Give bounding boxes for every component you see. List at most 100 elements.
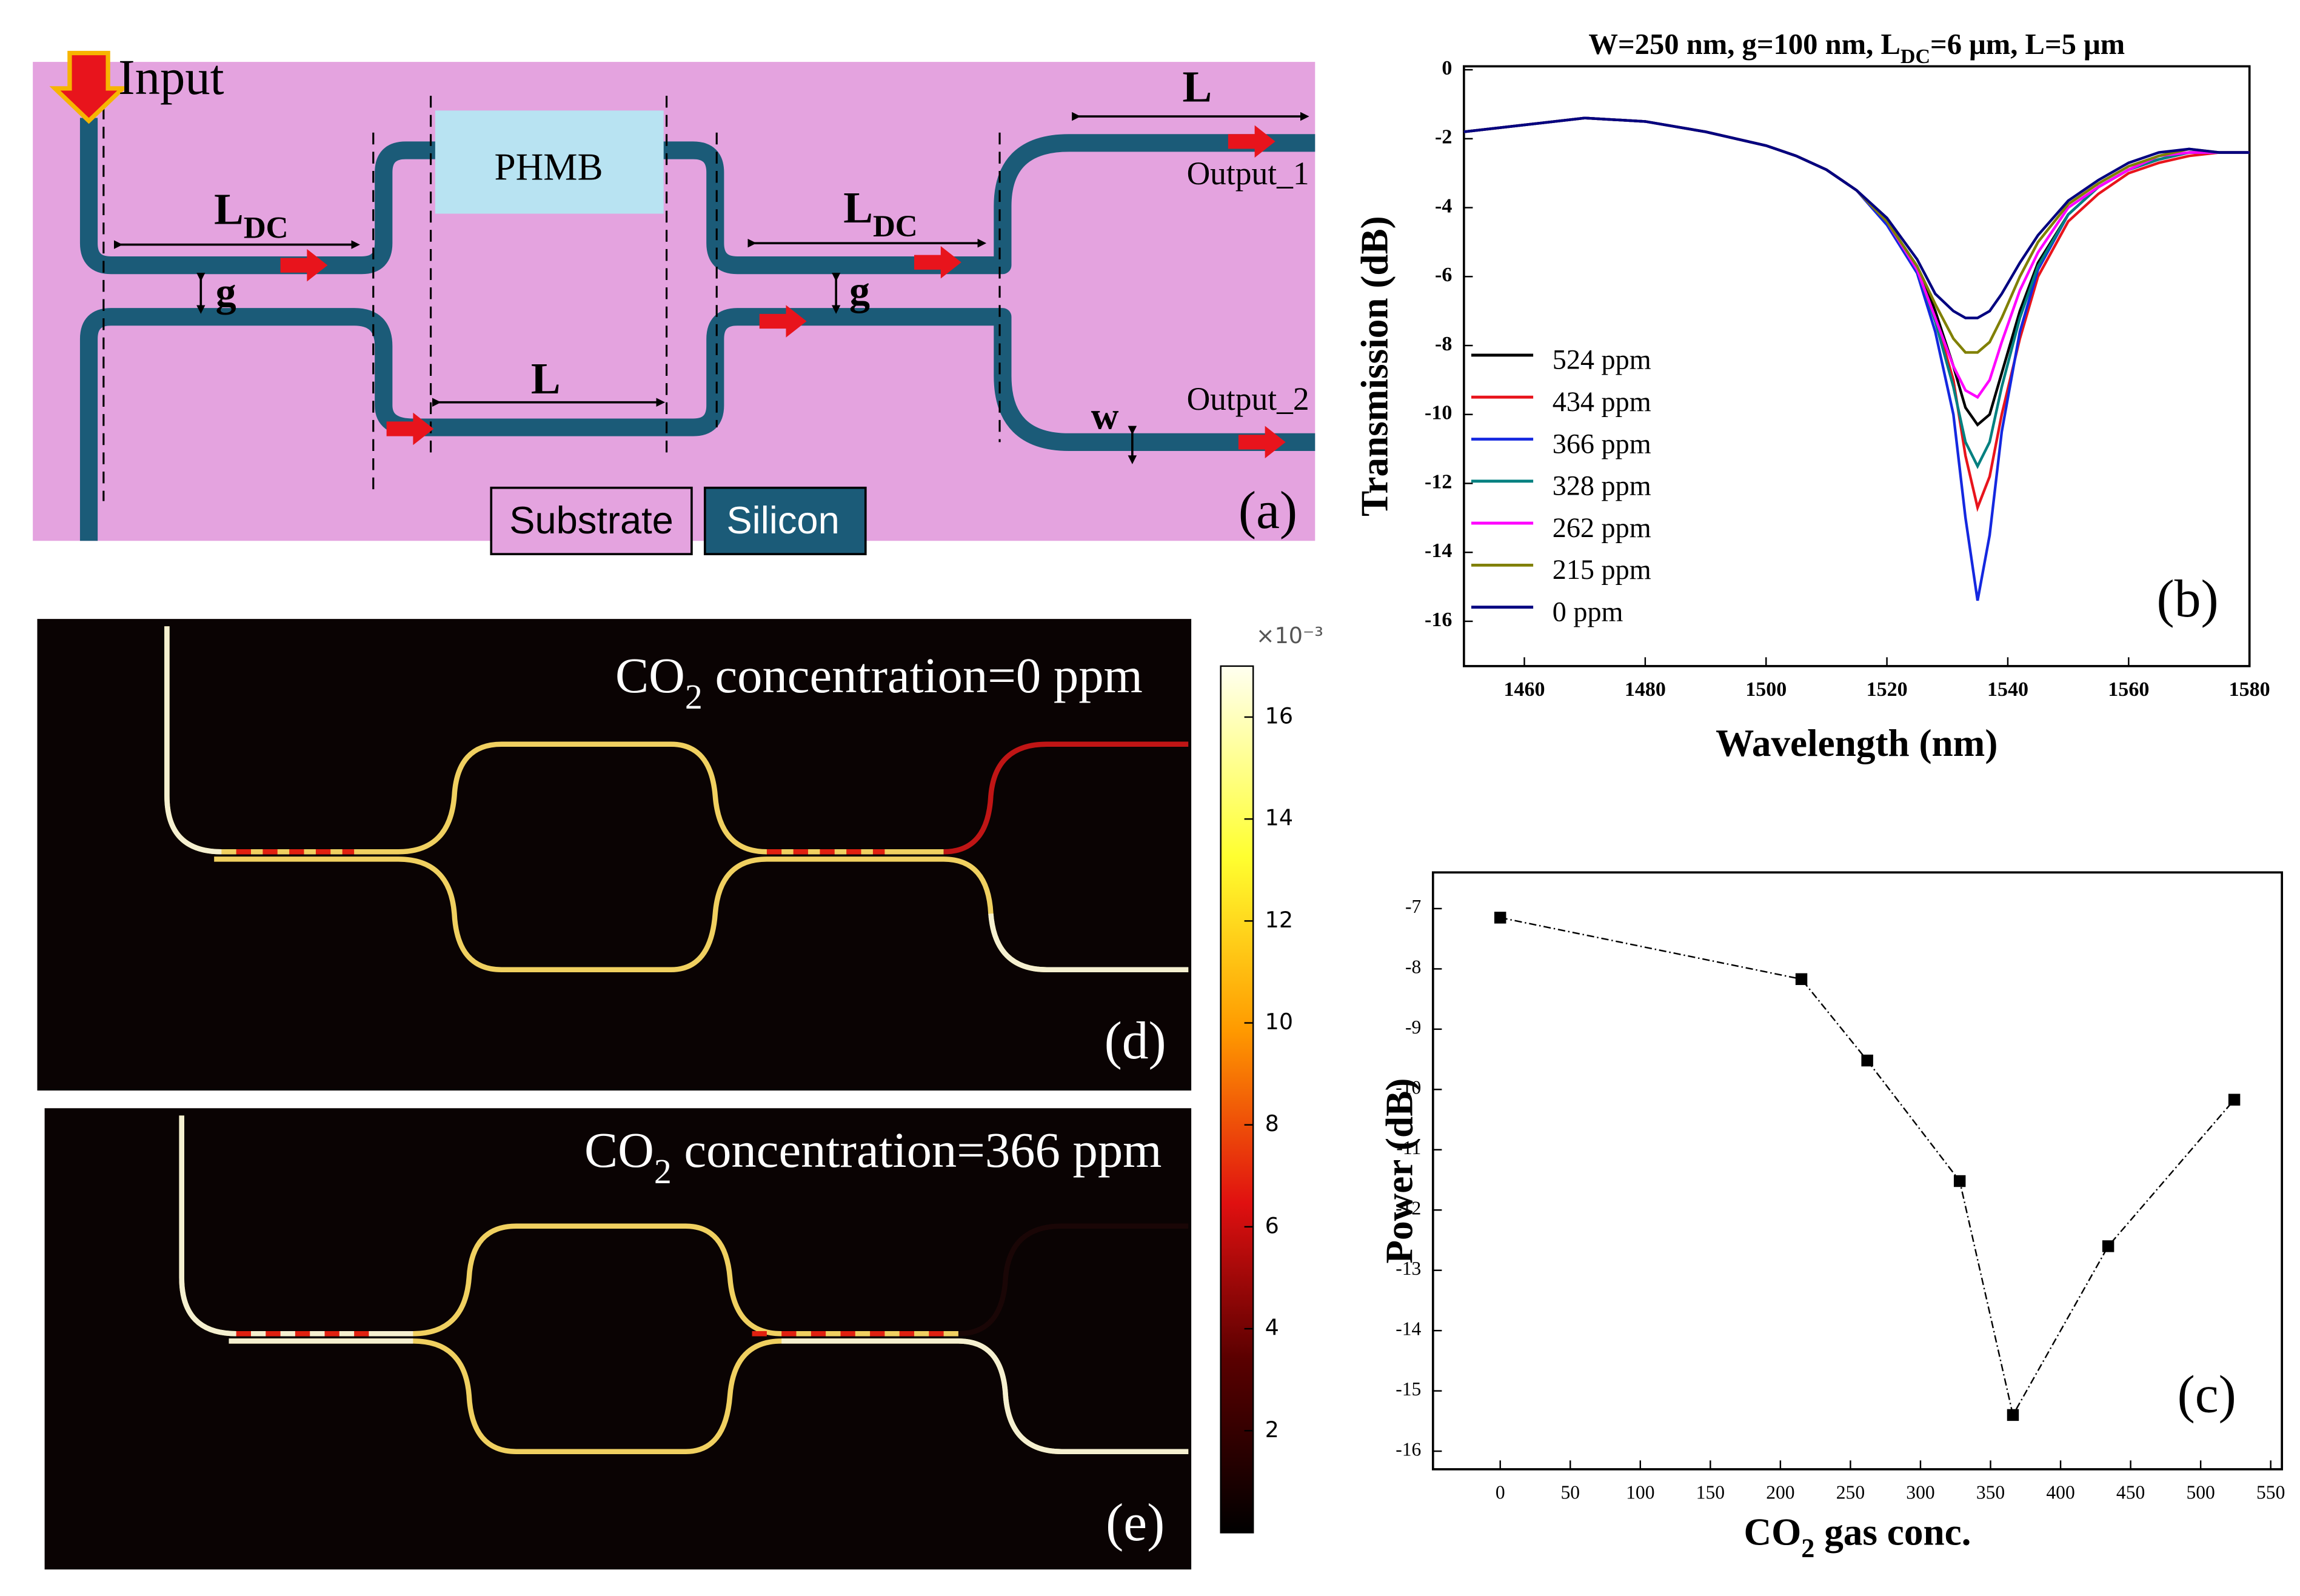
x-tick-label: 1460 [1504,678,1545,701]
legend-label: 524 ppm [1553,344,1651,375]
legend-label: 262 ppm [1553,512,1651,543]
chart-title: W=250 nm, g=100 nm, LDC=6 μm, L=5 μm [1588,28,2125,68]
colorbar-tick-label: 8 [1265,1110,1279,1137]
width-label: w [1091,395,1119,437]
output-label: Output_1 [1187,155,1309,192]
input-arrow [49,50,129,124]
x-tick-label: 1500 [1745,678,1787,701]
colorbar-tick-label: 14 [1265,805,1293,831]
field-label: CO2 concentration=366 ppm [584,1122,1162,1191]
y-tick-label: -10 [1425,402,1452,424]
field-paths [164,626,1189,972]
chart: 0 50 100 150 200 250 300 350 400 450 500 550 -7 -8 -9 -… [1379,871,2285,1563]
data-line [1463,116,2250,319]
data-point [2102,1240,2114,1252]
panel-label: (c) [2178,1365,2236,1424]
x-tick-label: 1520 [1867,678,1908,701]
phmb-label: PHMB [494,146,603,189]
y-tick-label: -9 [1405,1017,1421,1038]
subscript: 2 [654,1152,672,1191]
legend-label: 434 ppm [1553,386,1651,417]
text-part: L [214,184,244,233]
panel-label: (a) [1239,481,1297,539]
colorbar-tick-label: 6 [1265,1212,1279,1238]
y-tick-label: -8 [1405,957,1421,978]
subscript: DC [244,211,289,245]
subscript: 2 [1801,1533,1814,1563]
field-map: CO2 concentration=0 ppm (d) [37,619,1192,1091]
colorbar-tick-label: 2 [1265,1417,1279,1443]
legend-label: Silicon [727,499,840,542]
field-background [37,619,1192,1091]
y-tick-label: -7 [1405,896,1421,917]
colorbar: ×10⁻³ 2 4 6 8 10 12 14 16 [1220,623,1323,1534]
x-tick-label: 350 [1976,1481,2005,1503]
subscript: DC [873,210,918,244]
y-tick-label: -11 [1396,1137,1421,1158]
text-part: =6 μm, L=5 μm [1930,28,2125,61]
y-tick-label: -4 [1435,195,1452,217]
panel-label: (b) [2157,569,2219,628]
gap-label: g [216,269,236,315]
text-part: L [843,183,873,232]
x-tick-label: 450 [2116,1481,2145,1503]
data-point [2228,1093,2241,1106]
y-tick-label: -12 [1396,1197,1421,1218]
legend-swatch [490,486,693,555]
diagram: Input LDC g PHMB L LDC g L Output_1 Outp… [33,49,1315,555]
panel-label: (e) [1106,1493,1165,1552]
x-tick-label: 250 [1836,1481,1865,1503]
text-part: CO [1743,1511,1801,1553]
legend-label: 328 ppm [1553,470,1651,501]
text-part: concentration=0 ppm [703,647,1143,703]
dimension-arrows [113,112,1309,464]
x-tick-label: 550 [2256,1481,2285,1503]
x-tick-label: 100 [1626,1481,1654,1503]
y-tick-label: -6 [1435,264,1452,286]
y-tick-label: -15 [1396,1378,1421,1400]
colorbar-scale [1220,665,1254,1534]
x-tick-label: 200 [1766,1481,1794,1503]
output-label: Output_2 [1187,381,1309,417]
y-axis-label: Transmission (dB) [1353,216,1396,516]
x-tick-label: 1540 [1987,678,2028,701]
y-tick-label: -12 [1425,470,1452,493]
field-label: CO2 concentration=0 ppm [615,647,1143,716]
y-tick-label: -13 [1396,1258,1421,1279]
subscript: DC [1901,45,1930,68]
field-map: CO2 concentration=366 ppm (e) [44,1108,1192,1570]
y-tick-label: -14 [1396,1318,1421,1339]
y-tick-label: 0 [1442,57,1452,79]
chart: 1460 1480 1500 1520 1540 1560 1580 0 -2 -4 -6 -8 -10… [1353,28,2270,764]
plot-frame [1463,65,2251,667]
x-tick-label: 1480 [1625,678,1666,701]
data-point [2007,1409,2019,1421]
data-point [1953,1175,1966,1187]
x-tick-label: 150 [1696,1481,1725,1503]
y-tick-label: -16 [1396,1438,1421,1460]
x-tick-label: 400 [2046,1481,2074,1503]
x-axis-label: Wavelength (nm) [1716,722,1997,764]
text-part: W=250 nm, g=100 nm, L [1588,28,1901,61]
panel-label: (d) [1105,1011,1166,1070]
y-tick-label: -8 [1435,333,1452,355]
y-tick-label: -2 [1435,126,1452,149]
legend-label: 0 ppm [1553,596,1623,627]
legend-label: Substrate [509,499,674,542]
text-part: gas conc. [1814,1511,1971,1553]
length-label: L [531,354,561,403]
text-part: CO [615,647,685,703]
gap-label: g [849,267,870,313]
length-label: L [1182,62,1212,111]
colorbar-tick-label: 4 [1265,1315,1279,1341]
ldc-label: LDC [214,184,288,245]
x-axis-label: CO2 gas conc. [1743,1511,1971,1563]
phmb-box [435,110,664,214]
data-line [1500,917,2235,1417]
legend-label: 215 ppm [1553,554,1651,585]
data-line [1463,116,2250,354]
text-part: CO [584,1122,654,1178]
input-label: Input [118,49,224,105]
